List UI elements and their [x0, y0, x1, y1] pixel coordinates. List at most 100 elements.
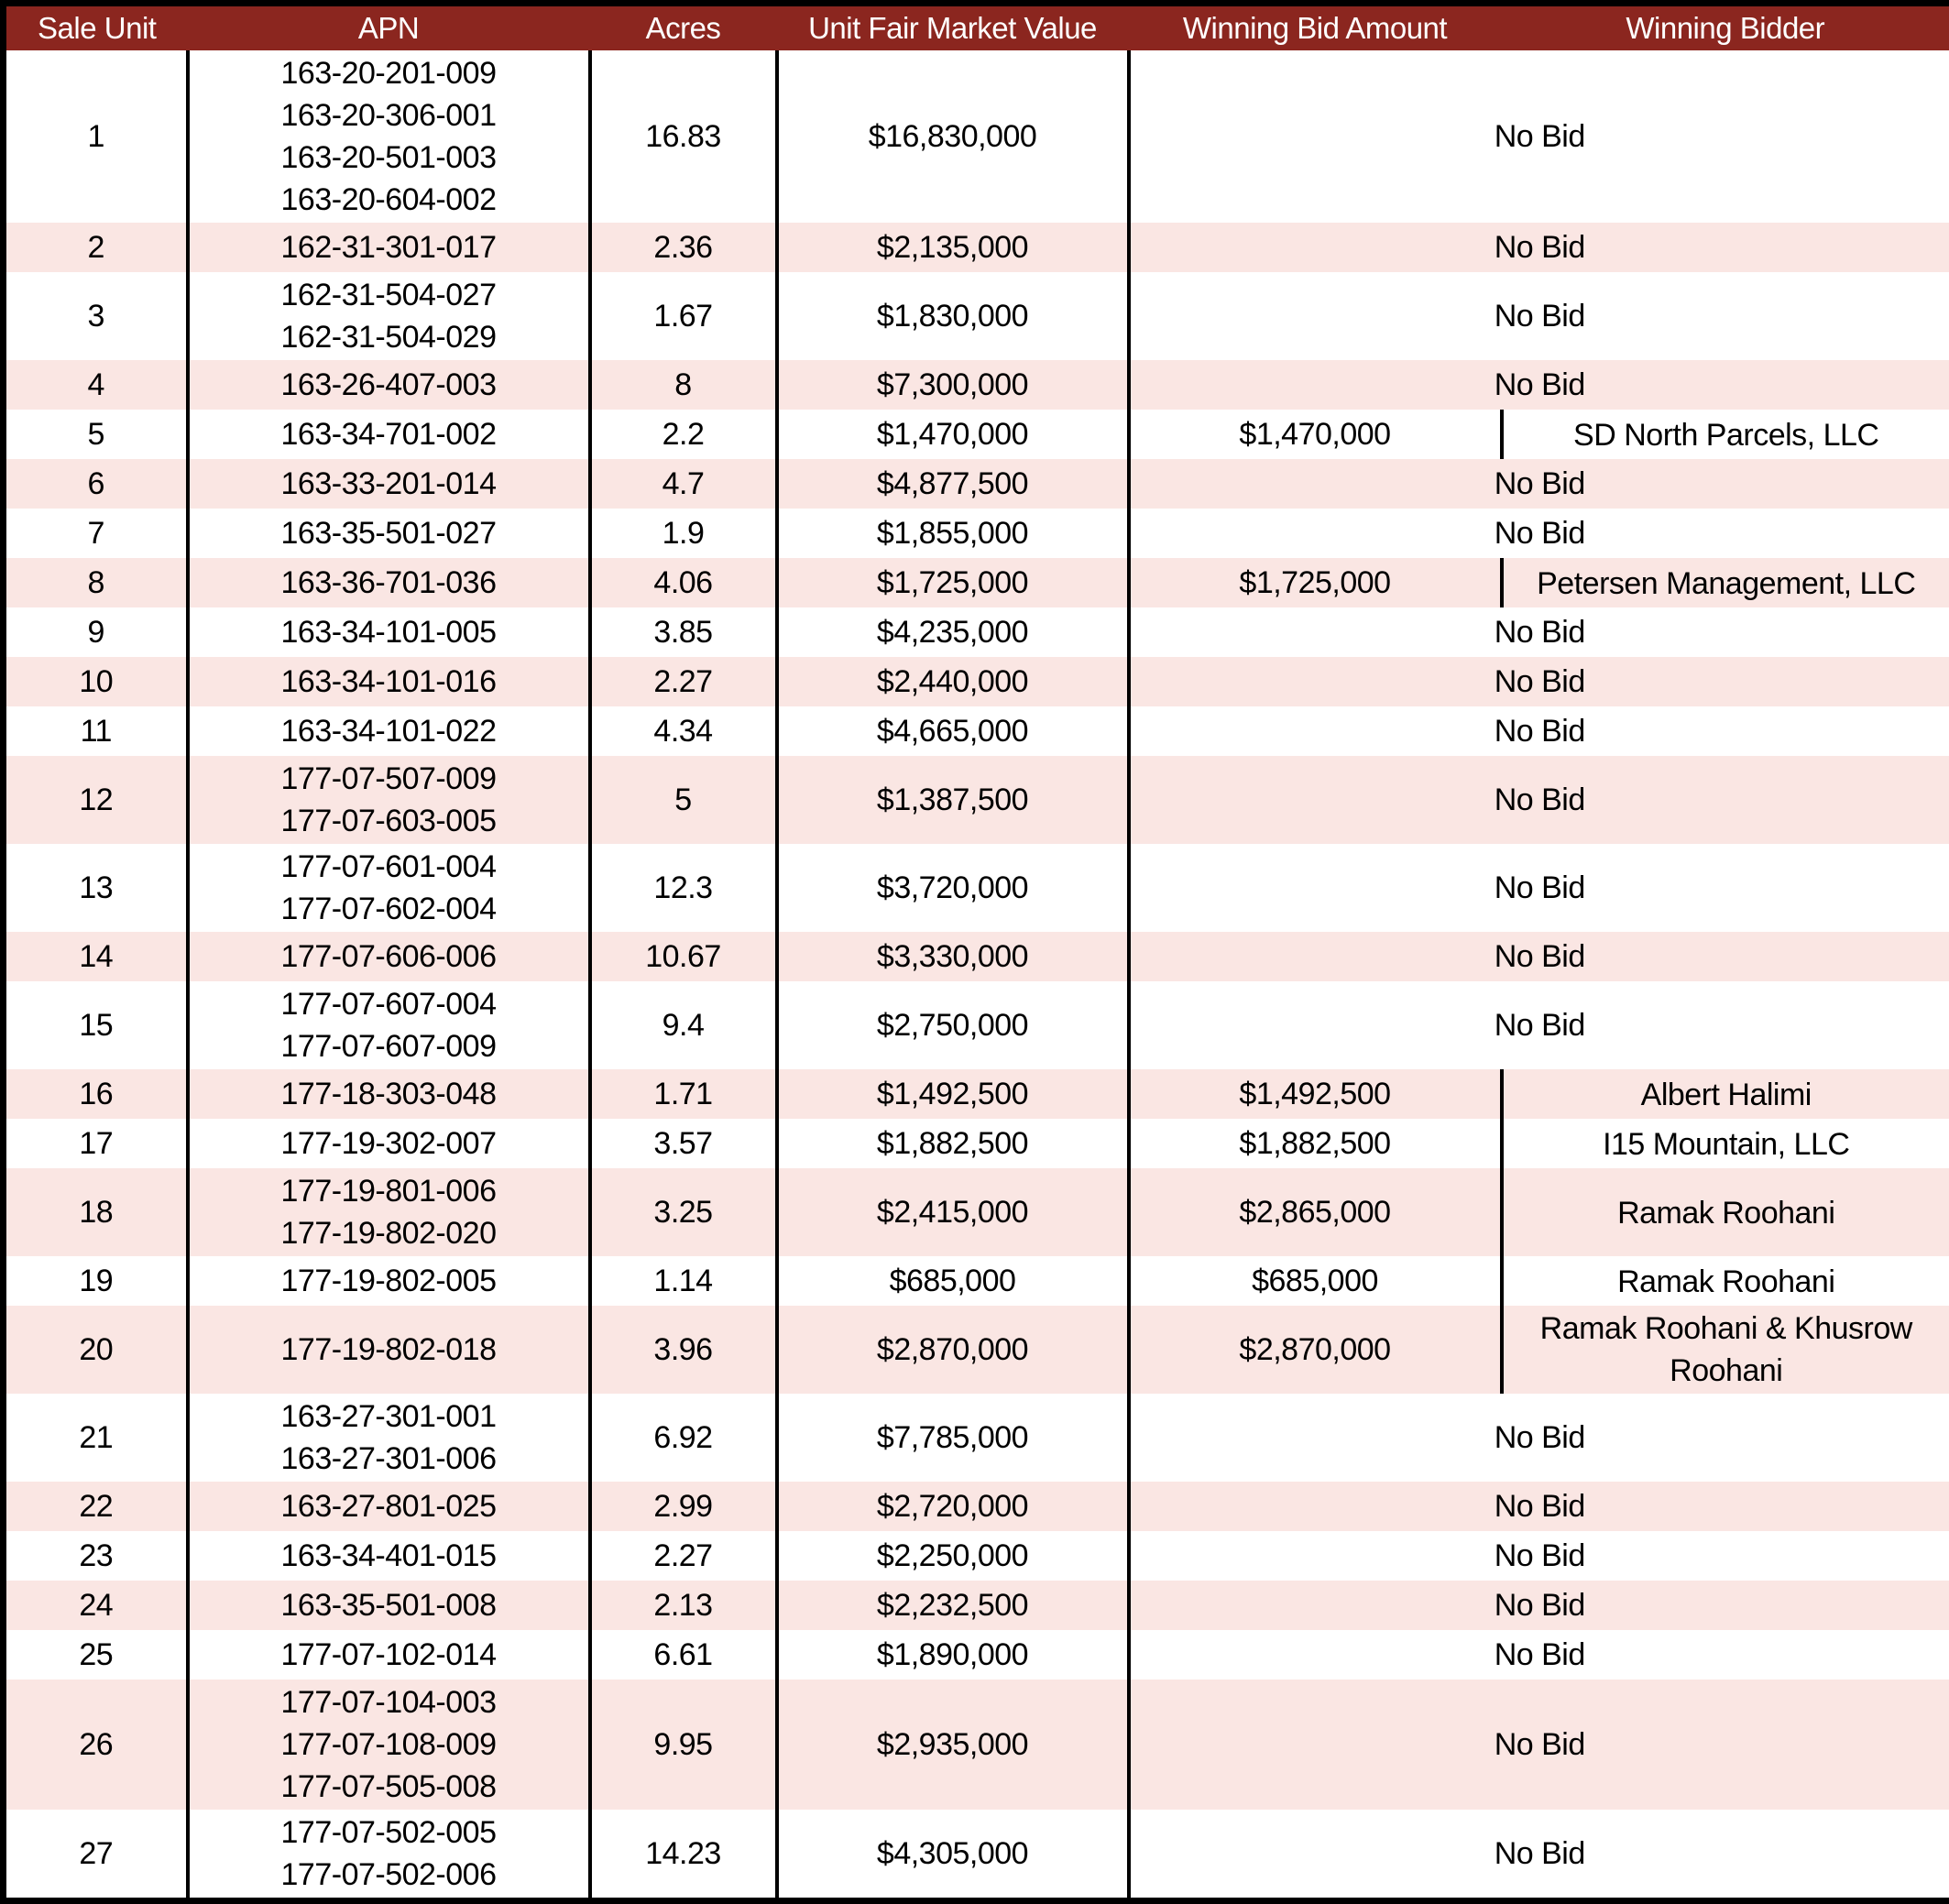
apn-cell: 177-07-102-014	[188, 1630, 590, 1680]
acres-cell: 3.25	[590, 1168, 777, 1256]
sale-unit-cell: 10	[4, 657, 188, 706]
fair-market-value-cell: $1,470,000	[777, 410, 1129, 459]
sale-unit-cell: 7	[4, 509, 188, 558]
acres-cell: 4.7	[590, 459, 777, 509]
winning-bidder-name: Ramak Roohani	[1617, 1192, 1834, 1234]
acres-cell: 2.36	[590, 223, 777, 272]
fair-market-value-cell: $7,785,000	[777, 1394, 1129, 1482]
fair-market-value-cell: $2,440,000	[777, 657, 1129, 706]
apn-line: 163-20-604-002	[193, 179, 585, 221]
apn-line: 177-07-607-004	[193, 983, 585, 1025]
apn-line: 177-07-603-005	[193, 800, 585, 842]
sale-unit-cell: 26	[4, 1680, 188, 1810]
sale-unit-cell: 5	[4, 410, 188, 459]
winning-bid-amount-cell: $1,882,500	[1129, 1119, 1502, 1168]
apn-cell: 163-34-101-005	[188, 607, 590, 657]
acres-cell: 2.27	[590, 1531, 777, 1581]
acres-cell: 3.57	[590, 1119, 777, 1168]
acres-cell: 5	[590, 756, 777, 844]
acres-cell: 9.4	[590, 981, 777, 1069]
no-bid-cell: No Bid	[1129, 657, 1949, 706]
col-header-apn: APN	[188, 4, 590, 51]
acres-cell: 6.61	[590, 1630, 777, 1680]
apn-line: 163-34-101-005	[193, 611, 585, 653]
apn-line: 177-07-502-005	[193, 1811, 585, 1854]
apn-line: 163-27-301-001	[193, 1395, 585, 1438]
winning-bid-amount-cell: $1,725,000	[1129, 558, 1502, 607]
acres-cell: 9.95	[590, 1680, 777, 1810]
apn-cell: 163-34-701-002	[188, 410, 590, 459]
fair-market-value-cell: $1,830,000	[777, 272, 1129, 360]
col-header-winning-bidder: Winning Bidder	[1502, 4, 1949, 51]
winning-bid-amount-cell: $1,492,500	[1129, 1069, 1502, 1119]
acres-cell: 6.92	[590, 1394, 777, 1482]
apn-line: 163-34-401-015	[193, 1535, 585, 1577]
no-bid-cell: No Bid	[1129, 272, 1949, 360]
acres-cell: 2.2	[590, 410, 777, 459]
no-bid-cell: No Bid	[1129, 223, 1949, 272]
apn-line: 163-35-501-027	[193, 512, 585, 554]
acres-cell: 1.14	[590, 1256, 777, 1306]
apn-cell: 162-31-301-017	[188, 223, 590, 272]
no-bid-cell: No Bid	[1129, 1394, 1949, 1482]
fair-market-value-cell: $4,235,000	[777, 607, 1129, 657]
apn-cell: 163-35-501-008	[188, 1581, 590, 1630]
apn-line: 177-07-602-004	[193, 888, 585, 930]
acres-cell: 2.13	[590, 1581, 777, 1630]
sale-unit-cell: 22	[4, 1482, 188, 1531]
acres-cell: 4.34	[590, 706, 777, 756]
sale-unit-cell: 8	[4, 558, 188, 607]
fair-market-value-cell: $4,665,000	[777, 706, 1129, 756]
fair-market-value-cell: $7,300,000	[777, 360, 1129, 410]
apn-line: 177-07-607-009	[193, 1025, 585, 1067]
sale-unit-cell: 24	[4, 1581, 188, 1630]
apn-line: 163-20-201-009	[193, 52, 585, 94]
apn-line: 177-19-801-006	[193, 1170, 585, 1212]
fair-market-value-cell: $2,135,000	[777, 223, 1129, 272]
fair-market-value-cell: $1,882,500	[777, 1119, 1129, 1168]
fair-market-value-cell: $2,935,000	[777, 1680, 1129, 1810]
acres-cell: 3.96	[590, 1306, 777, 1394]
no-bid-cell: No Bid	[1129, 1630, 1949, 1680]
acres-cell: 2.99	[590, 1482, 777, 1531]
apn-line: 163-34-101-022	[193, 710, 585, 752]
sale-unit-cell: 2	[4, 223, 188, 272]
acres-cell: 4.06	[590, 558, 777, 607]
acres-cell: 1.9	[590, 509, 777, 558]
col-header-unit-fair-market-value: Unit Fair Market Value	[777, 4, 1129, 51]
apn-cell: 177-18-303-048	[188, 1069, 590, 1119]
sale-unit-cell: 25	[4, 1630, 188, 1680]
sale-unit-cell: 20	[4, 1306, 188, 1394]
fair-market-value-cell: $3,720,000	[777, 844, 1129, 932]
apn-cell: 163-33-201-014	[188, 459, 590, 509]
no-bid-cell: No Bid	[1129, 1531, 1949, 1581]
winning-bidder-cell: Petersen Management, LLC	[1502, 558, 1949, 607]
apn-line: 163-26-407-003	[193, 364, 585, 406]
fair-market-value-cell: $1,387,500	[777, 756, 1129, 844]
winning-bidder-cell: I15 Mountain, LLC	[1502, 1119, 1949, 1168]
apn-cell: 163-26-407-003	[188, 360, 590, 410]
no-bid-cell: No Bid	[1129, 981, 1949, 1069]
fair-market-value-cell: $2,250,000	[777, 1531, 1129, 1581]
apn-cell: 177-19-802-018	[188, 1306, 590, 1394]
apn-line: 162-31-301-017	[193, 226, 585, 268]
